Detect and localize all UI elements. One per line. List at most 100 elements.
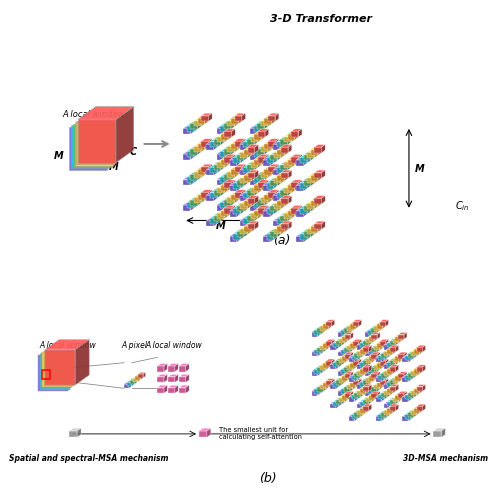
Polygon shape: [338, 350, 347, 352]
Polygon shape: [333, 382, 339, 387]
Polygon shape: [384, 351, 390, 356]
Polygon shape: [411, 369, 420, 371]
Polygon shape: [354, 412, 360, 417]
Polygon shape: [251, 224, 255, 232]
Polygon shape: [357, 365, 363, 369]
Polygon shape: [274, 226, 284, 229]
Polygon shape: [218, 213, 224, 219]
Polygon shape: [396, 354, 404, 356]
Polygon shape: [387, 387, 396, 389]
Polygon shape: [296, 160, 304, 165]
Polygon shape: [382, 391, 390, 393]
Polygon shape: [307, 175, 318, 178]
Polygon shape: [332, 359, 334, 366]
Polygon shape: [231, 121, 234, 129]
Polygon shape: [408, 373, 414, 378]
Polygon shape: [224, 177, 228, 185]
Polygon shape: [224, 203, 228, 211]
Polygon shape: [330, 404, 336, 408]
Polygon shape: [366, 380, 368, 387]
Polygon shape: [250, 180, 257, 185]
Polygon shape: [257, 126, 261, 134]
Polygon shape: [238, 192, 242, 200]
Polygon shape: [45, 339, 89, 349]
Polygon shape: [392, 338, 398, 343]
Polygon shape: [273, 170, 280, 175]
Polygon shape: [311, 198, 322, 201]
Polygon shape: [360, 382, 366, 387]
Polygon shape: [257, 146, 268, 149]
Polygon shape: [417, 385, 426, 387]
Polygon shape: [352, 412, 360, 414]
Polygon shape: [314, 387, 323, 389]
Polygon shape: [347, 383, 356, 385]
Polygon shape: [310, 152, 314, 160]
Polygon shape: [417, 406, 422, 411]
Polygon shape: [392, 337, 401, 338]
Polygon shape: [296, 234, 307, 237]
Polygon shape: [268, 192, 275, 198]
Polygon shape: [254, 162, 258, 170]
Polygon shape: [273, 195, 280, 201]
Polygon shape: [244, 203, 248, 212]
Polygon shape: [353, 343, 356, 350]
Polygon shape: [392, 360, 396, 367]
Polygon shape: [248, 147, 255, 153]
Polygon shape: [194, 149, 198, 157]
Polygon shape: [363, 365, 372, 367]
Polygon shape: [434, 431, 442, 437]
Polygon shape: [372, 374, 377, 378]
Polygon shape: [396, 398, 398, 404]
Polygon shape: [202, 118, 205, 126]
Polygon shape: [411, 349, 420, 351]
Polygon shape: [332, 379, 334, 385]
Polygon shape: [288, 185, 295, 191]
Polygon shape: [202, 167, 208, 172]
Polygon shape: [366, 389, 374, 391]
Polygon shape: [374, 343, 382, 345]
Polygon shape: [248, 175, 251, 184]
Polygon shape: [198, 141, 208, 144]
Polygon shape: [374, 385, 380, 390]
Polygon shape: [270, 180, 278, 186]
Polygon shape: [344, 348, 350, 352]
Polygon shape: [318, 385, 326, 387]
Polygon shape: [360, 406, 369, 408]
Polygon shape: [378, 393, 387, 395]
Polygon shape: [350, 341, 358, 343]
Polygon shape: [326, 359, 334, 361]
Polygon shape: [411, 393, 414, 400]
Polygon shape: [366, 400, 368, 406]
Polygon shape: [390, 389, 393, 396]
Polygon shape: [77, 428, 81, 437]
Polygon shape: [386, 359, 388, 366]
Polygon shape: [258, 131, 265, 137]
Polygon shape: [244, 178, 248, 186]
Polygon shape: [390, 408, 393, 415]
Polygon shape: [221, 185, 228, 191]
Polygon shape: [281, 147, 288, 153]
Polygon shape: [366, 376, 374, 378]
Polygon shape: [311, 150, 318, 155]
Polygon shape: [408, 356, 411, 362]
Polygon shape: [248, 221, 258, 224]
Polygon shape: [320, 345, 326, 350]
Polygon shape: [380, 339, 388, 341]
Polygon shape: [258, 208, 265, 214]
Polygon shape: [127, 382, 132, 386]
Polygon shape: [366, 396, 374, 398]
Polygon shape: [274, 206, 278, 214]
Polygon shape: [344, 335, 350, 339]
Polygon shape: [338, 369, 347, 371]
Polygon shape: [390, 367, 396, 371]
Polygon shape: [360, 387, 369, 389]
Polygon shape: [314, 201, 318, 209]
Polygon shape: [184, 203, 194, 205]
Polygon shape: [221, 137, 224, 145]
Polygon shape: [237, 229, 248, 231]
Polygon shape: [318, 328, 323, 333]
Polygon shape: [248, 170, 258, 173]
Polygon shape: [258, 180, 268, 183]
Polygon shape: [244, 152, 248, 160]
Polygon shape: [164, 385, 168, 393]
